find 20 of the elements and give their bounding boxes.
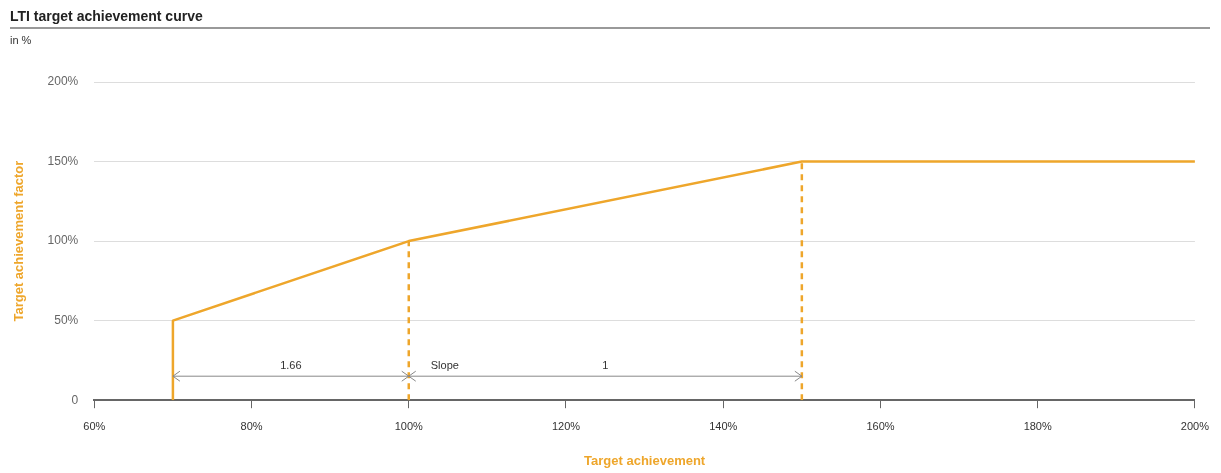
y-axis-title: Target achievement factor <box>11 160 27 322</box>
annotation: 1 <box>602 358 609 371</box>
x-tick-label: 140% <box>709 419 738 432</box>
x-tick-label: 80% <box>240 419 263 432</box>
x-tick-label: 200% <box>1180 419 1210 432</box>
y-tick-label: 150% <box>47 153 79 168</box>
chart-title: LTI target achievement curve <box>10 8 1210 29</box>
y-tick-label: 100% <box>47 233 79 248</box>
x-tick-label: 160% <box>866 419 895 432</box>
y-tick-label: 0 <box>71 392 79 407</box>
annotation: 1.66 <box>280 358 302 371</box>
annotation: Slope <box>430 358 459 371</box>
x-tick-label: 180% <box>1023 419 1052 432</box>
x-tick-label: 100% <box>394 419 424 432</box>
y-tick-label: 50% <box>54 312 79 327</box>
x-axis-title: Target achievement <box>584 452 706 468</box>
x-tick-label: 120% <box>551 419 581 432</box>
chart-subtitle: in % <box>10 34 32 46</box>
y-tick-label: 200% <box>47 74 79 89</box>
x-tick-label: 60% <box>83 419 106 432</box>
